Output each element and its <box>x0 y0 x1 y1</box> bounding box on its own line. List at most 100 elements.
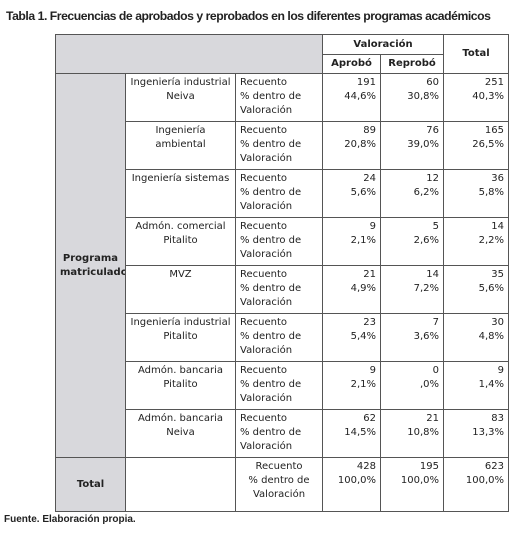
row-group-label: Programa matriculado <box>55 73 126 458</box>
stat-label: % dentro de Valoración <box>240 283 302 308</box>
body-row: Admón. bancaria Neiva Recuento % dentro de… <box>56 409 510 458</box>
stat-cell: Recuento % dentro de Valoración <box>235 457 323 512</box>
table-body: Valoración Total Aprobó Reprobó Programa… <box>55 34 510 512</box>
percent-value: 26,5% <box>472 139 505 150</box>
stat-label: Recuento <box>240 269 288 280</box>
count-value: 23 <box>363 317 376 328</box>
title: Tabla 1. Frecuencias de aprobados y repr… <box>6 9 491 23</box>
count-value: 14 <box>491 221 505 232</box>
percent-value: 20,8% <box>344 139 376 150</box>
count-value: 428 <box>356 461 376 472</box>
percent-value: 2,1% <box>350 235 376 246</box>
percent-value: 6,2% <box>413 187 440 198</box>
footer: Fuente. Elaboración propia. <box>4 514 136 525</box>
stat-label: Recuento <box>240 365 288 376</box>
header-blank <box>55 34 323 74</box>
header-cell: Aprobó <box>322 54 381 74</box>
count-value: 7 <box>432 317 440 328</box>
program-name: Ingeniería industrial Neiva <box>125 73 236 122</box>
percent-value: 1,4% <box>478 379 505 390</box>
count-value: 60 <box>426 77 440 88</box>
value-cell: 14 2,2% <box>443 217 510 266</box>
value-cell: 165 26,5% <box>443 121 510 170</box>
program-name: Ingeniería sistemas <box>125 169 236 218</box>
stat-cell: Recuento % dentro de Valoración <box>235 217 323 266</box>
percent-value: 100,0% <box>465 475 505 486</box>
value-cell: 21 10,8% <box>379 409 445 458</box>
data-table: Valoración Total Aprobó Reprobó Programa… <box>55 34 510 512</box>
stat-label: Recuento <box>240 221 288 232</box>
stat-cell: Recuento % dentro de Valoración <box>235 121 323 170</box>
stat-cell: Recuento % dentro de Valoración <box>235 169 323 218</box>
stat-label: % dentro de Valoración <box>240 139 302 164</box>
stat-cell: Recuento % dentro de Valoración <box>235 409 323 458</box>
count-value: 9 <box>497 365 505 376</box>
total-row: Total Recuento % dentro de Valoración 428 10… <box>55 457 510 512</box>
percent-value: 5,8% <box>478 187 505 198</box>
stat-cell: Recuento % dentro de Valoración <box>235 73 323 122</box>
body-row: Programa matriculado Ingeniería industria… <box>55 73 510 458</box>
stat-label: % dentro de Valoración <box>240 427 302 452</box>
stat-label: Recuento <box>240 413 288 424</box>
value-cell: 21 4,9% <box>322 265 381 314</box>
count-value: 89 <box>363 125 376 136</box>
value-cell: 24 5,6% <box>322 169 381 218</box>
value-cell: 0,0% <box>379 361 445 410</box>
value-cell: 9 2,1% <box>322 217 381 266</box>
stat-label: Recuento <box>255 461 303 472</box>
count-value: 35 <box>491 269 505 280</box>
value-cell: 428 100,0% <box>322 457 381 512</box>
header-cell: Reprobó <box>379 54 445 74</box>
stat-cell: Recuento % dentro de Valoración <box>235 313 323 362</box>
count-value: 9 <box>369 365 376 376</box>
value-cell: 9 2,1% <box>322 361 381 410</box>
body-row: Ingeniería sistemas Recuento % dentro de V… <box>56 169 510 218</box>
stat-label: Recuento <box>240 77 288 88</box>
percent-value: 39,0% <box>407 139 440 150</box>
body-row: Ingeniería industrial Pitalito Recuento % … <box>56 313 510 362</box>
total-label: Total <box>55 457 126 512</box>
stat-label: Recuento <box>240 125 288 136</box>
value-cell: 89 20,8% <box>322 121 381 170</box>
value-cell: 36 5,8% <box>443 169 510 218</box>
percent-value: 10,8% <box>407 427 440 438</box>
count-value: 191 <box>356 77 376 88</box>
percent-value: 2,6% <box>413 235 440 246</box>
header-row: Valoración Total <box>55 34 510 74</box>
percent-value: 4,8% <box>478 331 505 342</box>
value-cell: 83 13,3% <box>443 409 510 458</box>
value-cell: 12 6,2% <box>379 169 445 218</box>
percent-value: 2,2% <box>478 235 505 246</box>
value-cell: 195 100,0% <box>379 457 445 512</box>
percent-value: 30,8% <box>407 91 440 102</box>
body-row: Admón. comercial Pitalito Recuento % dentr… <box>56 217 510 266</box>
percent-value: 40,3% <box>472 91 505 102</box>
value-cell: 251 40,3% <box>443 73 510 122</box>
count-value: 36 <box>491 173 505 184</box>
percent-value: 5,6% <box>350 187 376 198</box>
header-row: Aprobó Reprobó <box>56 54 509 74</box>
value-cell: 60 30,8% <box>379 73 445 122</box>
stat-label: % dentro de Valoración <box>240 331 302 356</box>
count-value: 83 <box>491 413 505 424</box>
value-cell: 191 44,6% <box>322 73 381 122</box>
header-cell: Valoración <box>321 34 445 55</box>
program-name: Ingeniería ambiental <box>125 121 236 170</box>
percent-value: ,0% <box>419 379 440 390</box>
count-value: 76 <box>426 125 440 136</box>
value-cell: 9 1,4% <box>443 361 510 410</box>
percent-value: 13,3% <box>472 427 505 438</box>
percent-value: 100,0% <box>337 475 376 486</box>
percent-value: 5,6% <box>478 283 505 294</box>
count-value: 21 <box>363 269 376 280</box>
program-name: Ingeniería industrial Pitalito <box>125 313 236 362</box>
count-value: 62 <box>363 413 376 424</box>
value-cell: 30 4,8% <box>443 313 510 362</box>
percent-value: 7,2% <box>413 283 440 294</box>
count-value: 9 <box>369 221 376 232</box>
percent-value: 2,1% <box>350 379 376 390</box>
value-cell: 62 14,5% <box>322 409 381 458</box>
stat-cell: Recuento % dentro de Valoración <box>235 265 323 314</box>
count-value: 14 <box>426 269 440 280</box>
count-value: 12 <box>426 173 440 184</box>
